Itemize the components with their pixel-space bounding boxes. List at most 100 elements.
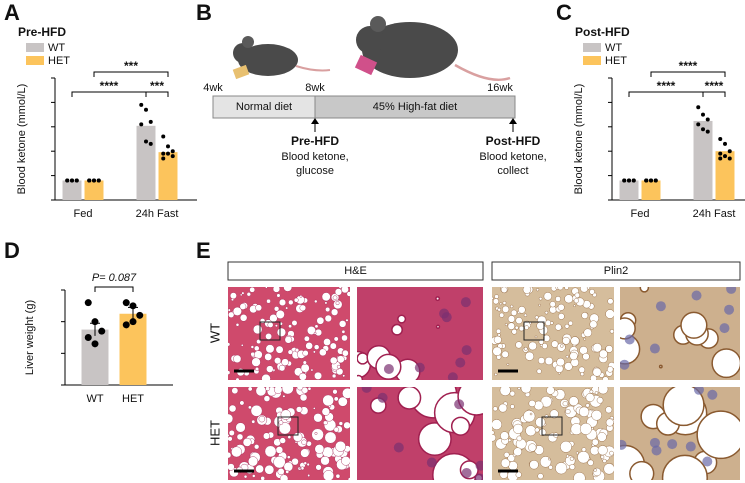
column-header: Plin2 bbox=[604, 265, 628, 277]
droplet bbox=[294, 348, 300, 353]
droplet bbox=[228, 342, 231, 347]
data-point bbox=[727, 149, 732, 154]
droplet bbox=[263, 395, 271, 402]
data-point bbox=[129, 302, 137, 310]
droplet bbox=[266, 365, 274, 373]
droplet bbox=[261, 373, 271, 380]
data-point bbox=[166, 151, 170, 156]
droplet bbox=[265, 344, 275, 354]
droplet bbox=[275, 309, 285, 319]
droplet bbox=[281, 387, 294, 395]
droplet bbox=[538, 428, 547, 437]
droplet bbox=[525, 351, 535, 361]
droplet bbox=[524, 325, 529, 330]
x-tick-label: 24h Fast bbox=[136, 208, 179, 220]
droplet bbox=[528, 443, 537, 452]
droplet bbox=[492, 419, 502, 430]
droplet bbox=[573, 304, 576, 307]
droplet bbox=[558, 313, 565, 320]
droplet bbox=[324, 431, 337, 444]
droplet bbox=[562, 401, 568, 407]
droplet bbox=[291, 320, 298, 326]
data-point bbox=[84, 334, 92, 341]
droplet bbox=[235, 422, 246, 433]
droplet bbox=[609, 329, 614, 334]
droplet bbox=[564, 294, 574, 304]
droplet bbox=[549, 301, 556, 308]
bar bbox=[62, 180, 82, 200]
nucleus bbox=[685, 441, 696, 452]
droplet bbox=[535, 417, 546, 428]
droplet bbox=[548, 465, 553, 470]
timepoint-title: Pre-HFD bbox=[291, 134, 339, 148]
droplet bbox=[397, 314, 407, 324]
droplet bbox=[278, 422, 291, 435]
droplet bbox=[544, 356, 554, 366]
nucleus bbox=[719, 323, 730, 334]
droplet bbox=[320, 455, 330, 466]
data-point bbox=[136, 311, 144, 319]
droplet bbox=[523, 346, 528, 351]
data-point bbox=[84, 299, 92, 307]
droplet bbox=[525, 425, 537, 437]
droplet bbox=[296, 387, 304, 391]
droplet bbox=[493, 335, 502, 344]
droplet bbox=[321, 407, 330, 416]
column-header: H&E bbox=[344, 265, 367, 277]
droplet bbox=[533, 400, 544, 411]
header-box bbox=[491, 261, 741, 281]
significance-bracket bbox=[145, 91, 169, 97]
droplet bbox=[306, 462, 310, 467]
droplet bbox=[397, 387, 422, 410]
bar bbox=[84, 180, 104, 200]
nucleus bbox=[474, 473, 483, 480]
droplet bbox=[602, 458, 607, 464]
micrograph bbox=[620, 287, 740, 380]
droplet bbox=[341, 334, 348, 342]
droplet bbox=[265, 387, 270, 391]
x-tick-label: WT bbox=[86, 393, 103, 405]
droplet bbox=[593, 468, 597, 472]
droplet bbox=[250, 404, 263, 417]
droplet bbox=[504, 323, 508, 326]
droplet bbox=[342, 374, 346, 378]
droplet bbox=[568, 396, 579, 407]
droplet bbox=[662, 387, 705, 427]
droplet bbox=[492, 346, 502, 356]
significance-bracket bbox=[702, 91, 726, 97]
droplet bbox=[338, 320, 347, 328]
droplet bbox=[557, 303, 565, 311]
droplet bbox=[347, 477, 350, 480]
droplet bbox=[500, 458, 511, 468]
droplet bbox=[239, 400, 245, 406]
droplet bbox=[494, 372, 498, 376]
droplet bbox=[307, 474, 311, 477]
data-point bbox=[631, 178, 636, 183]
nucleus bbox=[393, 442, 404, 453]
data-point bbox=[701, 127, 705, 132]
droplet bbox=[597, 432, 607, 442]
data-point bbox=[622, 178, 627, 183]
droplet bbox=[346, 291, 350, 297]
droplet bbox=[280, 409, 291, 420]
nucleus bbox=[361, 387, 372, 393]
significance-bracket bbox=[650, 71, 726, 77]
row-label: HET bbox=[207, 420, 222, 446]
droplet bbox=[549, 409, 559, 419]
droplet bbox=[228, 436, 233, 442]
droplet bbox=[314, 444, 325, 454]
droplet bbox=[589, 389, 594, 394]
nucleus bbox=[691, 290, 702, 301]
droplet bbox=[342, 387, 350, 399]
droplet bbox=[569, 464, 576, 470]
droplet bbox=[283, 287, 293, 292]
data-point bbox=[727, 156, 732, 161]
droplet bbox=[696, 410, 740, 460]
droplet bbox=[329, 356, 338, 365]
droplet bbox=[529, 412, 533, 416]
droplet bbox=[585, 393, 595, 402]
bar bbox=[641, 180, 661, 200]
droplet bbox=[594, 391, 599, 395]
row-label: WT bbox=[207, 323, 222, 343]
data-point bbox=[653, 178, 658, 183]
